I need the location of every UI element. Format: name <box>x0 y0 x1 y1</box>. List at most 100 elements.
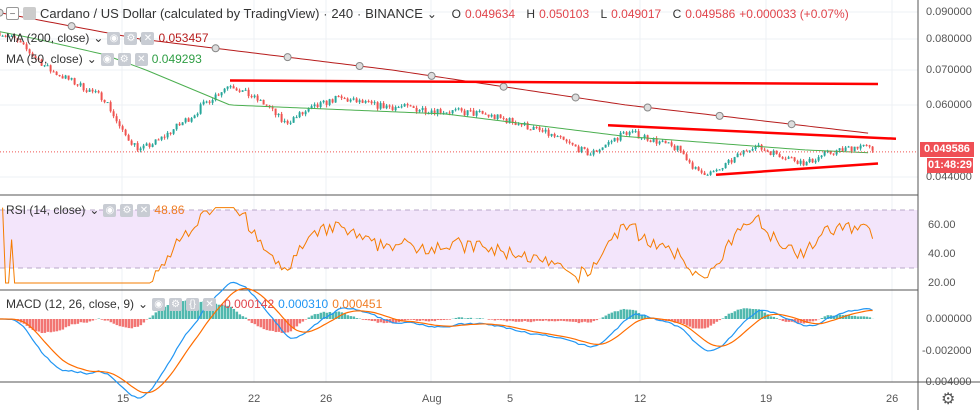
eye-icon[interactable]: ◉ <box>107 31 121 45</box>
candle-body <box>172 129 175 134</box>
candle-body <box>229 86 232 88</box>
candle-body <box>856 146 859 149</box>
macd-histogram-bar <box>265 319 269 331</box>
collapse-icon[interactable]: − <box>6 7 19 20</box>
eye-icon[interactable]: ◉ <box>103 203 117 217</box>
chevron-down-icon[interactable]: ⌄ <box>86 52 97 66</box>
gear-icon[interactable]: ⚙ <box>169 297 183 311</box>
macd-histogram-bar <box>310 315 314 319</box>
eye-icon[interactable]: ◉ <box>100 52 114 66</box>
macd-histogram-bar <box>130 319 134 329</box>
candle-body <box>517 124 520 126</box>
time-tick: 5 <box>507 393 514 405</box>
gear-icon[interactable]: ⚙ <box>124 31 138 45</box>
symbol-title[interactable]: Cardano / US Dollar (calculated by Tradi… <box>40 6 320 21</box>
macd-histogram-bar <box>373 319 377 322</box>
exchange: BINANCE <box>365 6 423 21</box>
candle-body <box>460 108 463 111</box>
candle-body <box>331 99 334 103</box>
candle-body <box>550 133 553 136</box>
macd-histogram-bar <box>124 319 128 328</box>
rsi-legend[interactable]: RSI (14, close) ⌄ ◉ ⚙ ✕ 48.86 <box>6 203 185 217</box>
ma200-legend[interactable]: MA (200, close) ⌄ ◉ ⚙ ✕ 0.053457 <box>6 31 209 45</box>
candle-body <box>532 126 535 130</box>
macd-line[interactable] <box>0 281 873 399</box>
candle-body <box>133 143 136 145</box>
candle-body <box>763 149 766 151</box>
candle-body <box>13 35 16 39</box>
macd-histogram-bar <box>775 318 779 319</box>
macd-histogram-bar <box>184 300 188 319</box>
candle-body <box>655 138 658 144</box>
gear-icon[interactable]: ⚙ <box>120 203 134 217</box>
macd-tick: -0.002000 <box>922 345 972 357</box>
macd-histogram-bar <box>718 319 722 321</box>
candle-body <box>604 144 607 148</box>
macd-legend[interactable]: MACD (12, 26, close, 9) ⌄ ◉ ⚙{} ✕ -0.000142… <box>6 297 383 311</box>
candle-body <box>451 110 454 114</box>
chevron-down-icon[interactable]: ⌄ <box>138 297 149 311</box>
candle-body <box>88 89 91 92</box>
eye-icon[interactable]: ◉ <box>152 297 166 311</box>
symbol-legend: − Cardano / US Dollar (calculated by Tra… <box>6 6 849 21</box>
macd-histogram-bar <box>838 314 842 319</box>
candle-body <box>583 147 586 149</box>
candle-body <box>121 126 124 130</box>
trendline[interactable] <box>229 79 879 86</box>
settings-gear-icon[interactable]: ⚙ <box>941 391 956 408</box>
macd-histogram-bar <box>409 319 413 320</box>
macd-histogram-bar <box>325 312 329 319</box>
candle-body <box>415 107 418 112</box>
gear-icon[interactable]: ⚙ <box>117 52 131 66</box>
candle-body <box>262 99 265 105</box>
macd-histogram-bar <box>631 309 635 319</box>
trendline[interactable] <box>715 162 879 176</box>
macd-histogram-bar <box>289 319 293 332</box>
candle-body <box>166 132 169 138</box>
candle-body <box>361 100 364 103</box>
candle-body <box>481 110 484 114</box>
trendline[interactable] <box>607 124 897 140</box>
ma50-legend[interactable]: MA (50, close) ⌄ ◉ ⚙ ✕ 0.049293 <box>6 52 202 66</box>
candle-body <box>397 106 400 108</box>
macd-histogram-bar <box>745 308 749 319</box>
macd-histogram-bar <box>46 319 50 332</box>
close-icon[interactable]: ✕ <box>137 203 151 217</box>
macd-histogram-bar <box>733 311 737 319</box>
macd-histogram-bar <box>616 311 620 319</box>
candle-body <box>691 162 694 169</box>
interval: 240 <box>331 6 354 21</box>
macd-histogram-bar <box>544 319 548 321</box>
rsi-line[interactable] <box>2 207 874 284</box>
candle-body <box>619 132 622 141</box>
candle-body <box>811 158 814 163</box>
ma50-line[interactable] <box>0 31 869 154</box>
chevron-down-icon[interactable]: ⌄ <box>426 6 437 21</box>
flag-icon[interactable] <box>23 7 36 20</box>
macd-histogram-bar <box>340 312 344 319</box>
candle-body <box>154 139 157 145</box>
macd-tick: -0.004000 <box>922 376 972 388</box>
candle-body <box>130 140 133 145</box>
macd-histogram-bar <box>769 316 773 319</box>
macd-histogram-bar <box>520 319 524 322</box>
candle-body <box>163 136 166 138</box>
candle-body <box>298 112 301 118</box>
source-code-icon[interactable]: {} <box>186 297 200 311</box>
macd-histogram-bar <box>673 319 677 323</box>
signal-line[interactable] <box>0 287 873 394</box>
candle-body <box>805 162 808 166</box>
chevron-down-icon[interactable]: ⌄ <box>89 203 100 217</box>
candle-body <box>565 139 568 142</box>
candle-body <box>742 150 745 155</box>
macd-histogram-bar <box>406 319 410 320</box>
macd-histogram-bar <box>82 319 86 323</box>
macd-histogram-bar <box>751 309 755 319</box>
close-icon[interactable]: ✕ <box>203 297 217 311</box>
close-icon[interactable]: ✕ <box>141 31 155 45</box>
macd-histogram-bar <box>496 319 500 320</box>
macd-histogram-bar <box>514 319 518 322</box>
close-icon[interactable]: ✕ <box>134 52 148 66</box>
chevron-down-icon[interactable]: ⌄ <box>93 31 104 45</box>
